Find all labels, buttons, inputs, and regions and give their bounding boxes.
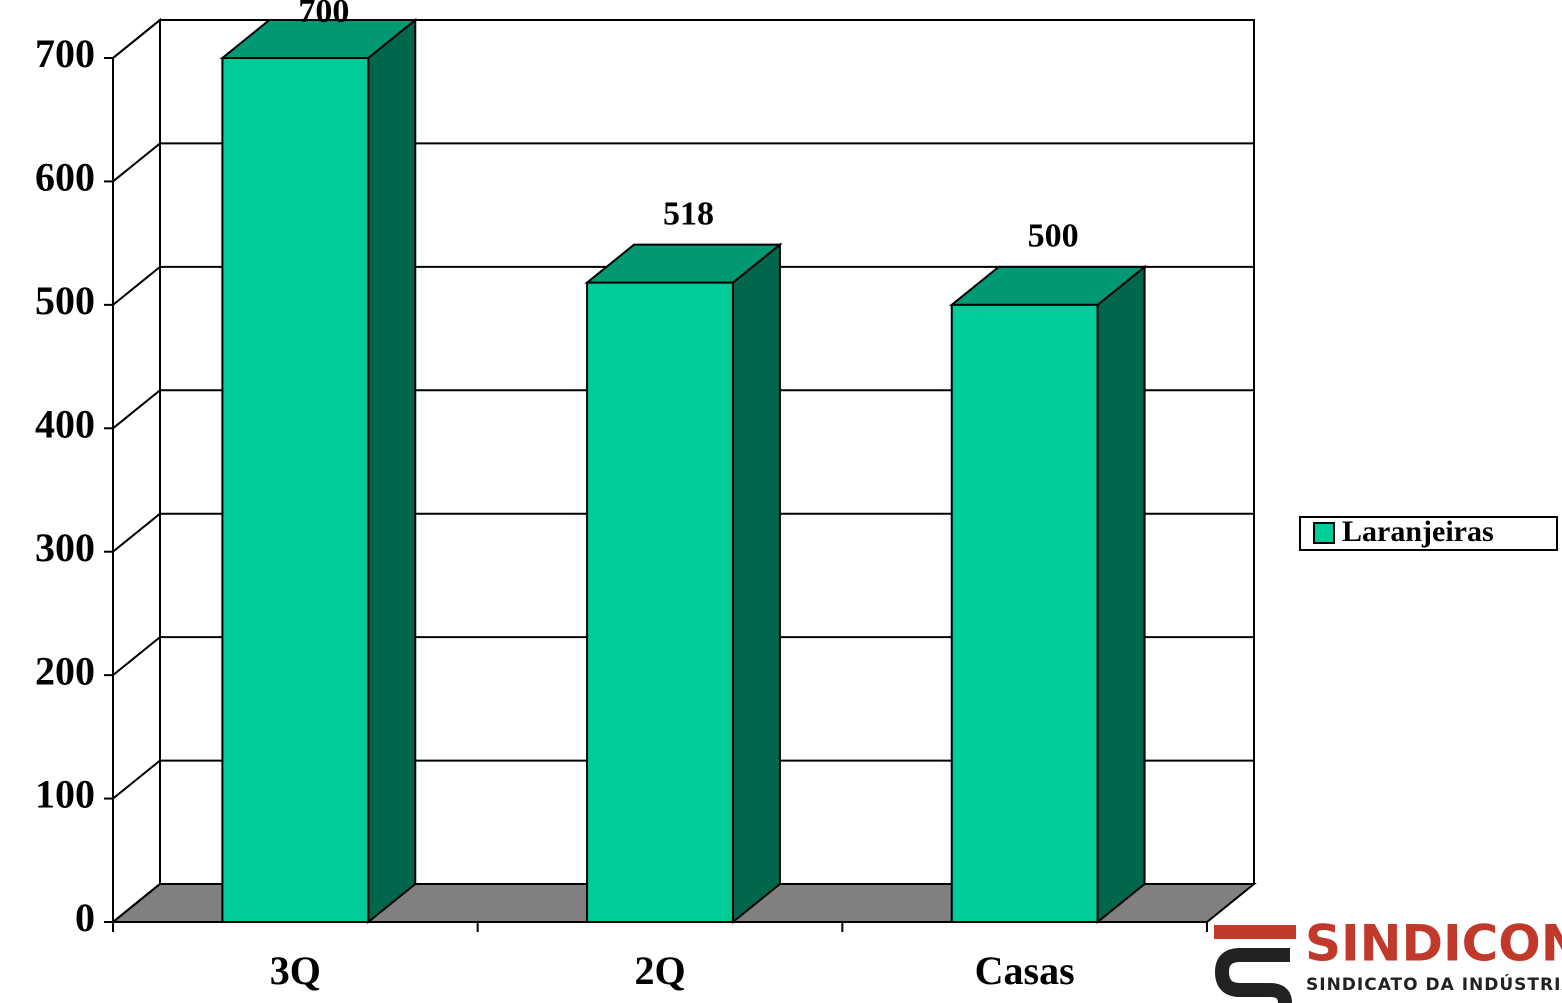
- logo-tagline: SINDICATO DA INDÚSTRIA: [1306, 973, 1562, 995]
- side-grid-line: [112, 512, 161, 553]
- data-label: 700: [298, 0, 349, 30]
- y-tick-label: 700: [35, 31, 95, 76]
- bar-side: [1096, 264, 1146, 925]
- x-tick-label: 3Q: [270, 948, 321, 993]
- y-tick-label: 400: [35, 401, 95, 446]
- side-wall: [112, 17, 161, 925]
- legend-label: Laranjeiras: [1342, 515, 1494, 548]
- legend-swatch: [1313, 522, 1335, 544]
- side-grid-line: [112, 759, 161, 800]
- y-tick-label: 500: [35, 278, 95, 323]
- side-grid-line: [112, 389, 161, 430]
- y-tick-label: 200: [35, 648, 95, 693]
- logo-name: SINDICON: [1305, 915, 1562, 973]
- data-label: 500: [1028, 218, 1079, 255]
- logo-icon: [1214, 948, 1292, 1003]
- side-grid-line: [112, 19, 161, 59]
- x-tick-label: 2Q: [634, 948, 685, 993]
- side-grid-line: [112, 142, 161, 183]
- legend-box: [1299, 516, 1558, 551]
- legend: Laranjeiras: [1299, 515, 1558, 551]
- y-tick-label: 600: [35, 155, 95, 200]
- side-grid-line: [112, 883, 161, 923]
- y-tick-label: 300: [35, 525, 95, 570]
- bar: [221, 57, 370, 923]
- side-grid-line: [112, 266, 161, 306]
- bar-side: [367, 17, 417, 925]
- y-tick-label: 100: [35, 772, 95, 817]
- logo: SINDICON SINDICATO DA INDÚSTRIA: [1214, 915, 1562, 1003]
- bar: [586, 281, 734, 923]
- side-grid-line: [112, 636, 161, 676]
- y-tick-label: 0: [75, 895, 95, 940]
- bar-side: [731, 242, 781, 925]
- bar: [950, 303, 1099, 924]
- logo-bar: [1214, 925, 1296, 939]
- data-label: 518: [663, 195, 714, 232]
- x-tick-label: Casas: [975, 948, 1075, 993]
